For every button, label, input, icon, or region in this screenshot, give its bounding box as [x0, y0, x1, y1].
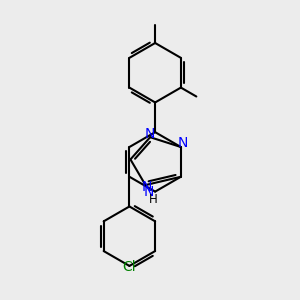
- Text: N: N: [142, 180, 152, 194]
- Text: N: N: [143, 184, 154, 199]
- Text: N: N: [177, 136, 188, 151]
- Text: N: N: [145, 127, 155, 141]
- Text: Cl: Cl: [123, 260, 136, 274]
- Text: H: H: [149, 193, 158, 206]
